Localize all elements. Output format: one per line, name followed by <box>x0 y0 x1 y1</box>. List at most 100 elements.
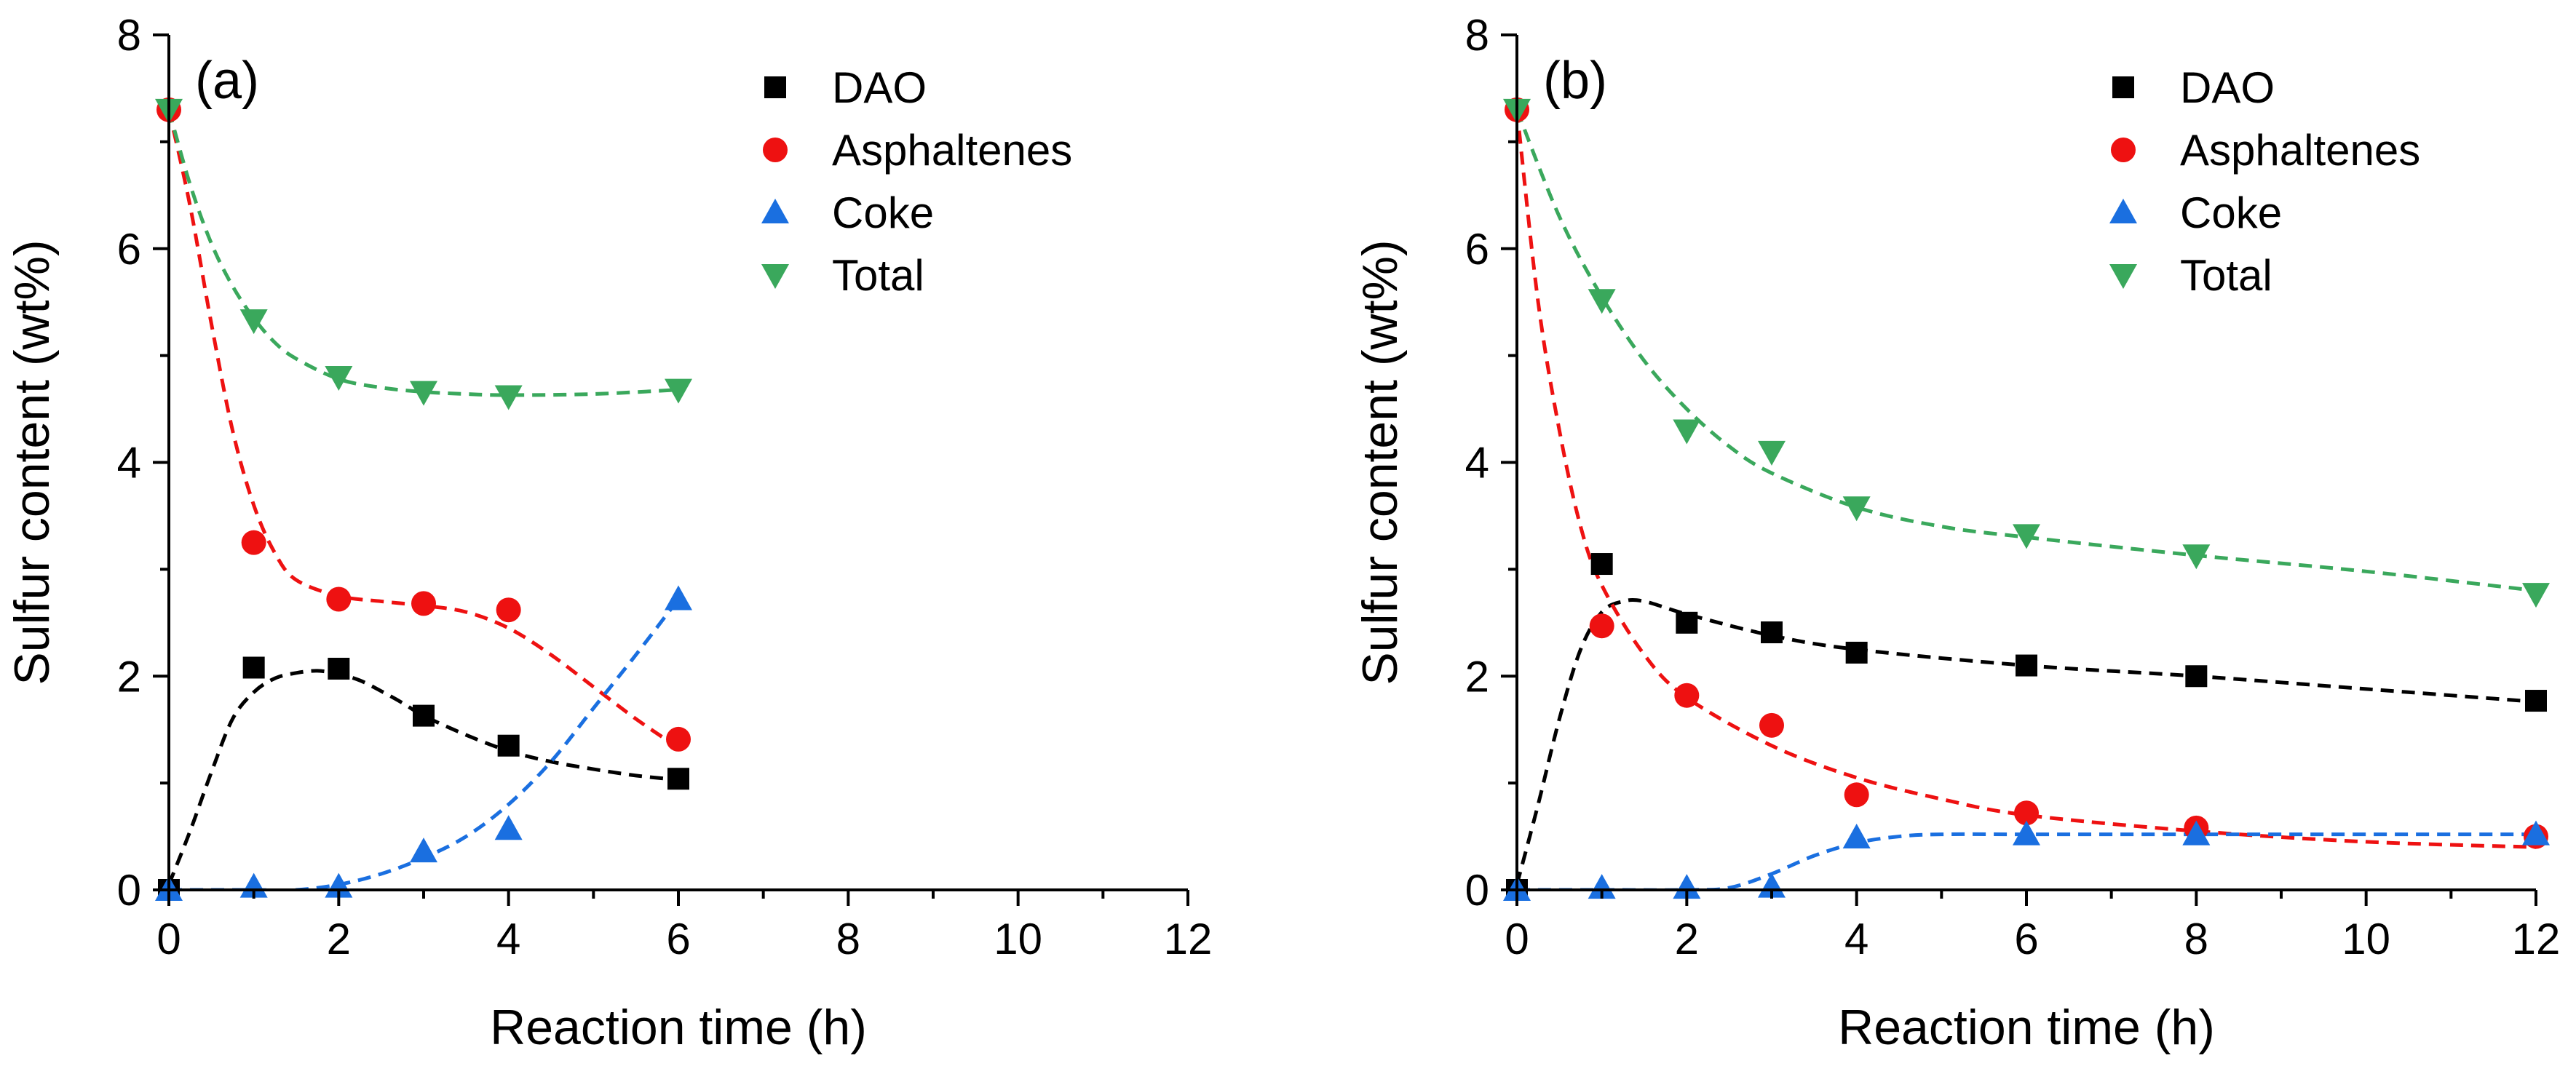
data-point-coke <box>410 838 437 863</box>
y-tick-label: 2 <box>117 652 141 701</box>
legend-item-coke: Coke <box>761 188 934 237</box>
data-point-dao <box>242 656 265 679</box>
y-tick-label: 6 <box>1465 225 1489 274</box>
x-tick-label: 2 <box>327 915 351 963</box>
legend-marker-coke <box>761 199 789 223</box>
legend-label: DAO <box>2180 63 2275 112</box>
data-point-asphaltenes <box>1674 683 1700 708</box>
fit-curve-coke <box>169 597 680 890</box>
legend-marker-asphaltenes <box>2111 138 2136 162</box>
data-point-dao <box>2185 665 2208 688</box>
data-point-dao <box>667 768 689 790</box>
legend-label: Asphaltenes <box>832 126 1072 175</box>
data-point-total <box>1673 419 1701 445</box>
x-tick-label: 6 <box>2014 915 2038 963</box>
x-tick-label: 8 <box>836 915 860 963</box>
legend-item-dao: DAO <box>764 63 927 112</box>
x-tick-label: 8 <box>2184 915 2208 963</box>
data-point-coke <box>239 872 268 898</box>
legend-marker-coke <box>2109 199 2137 223</box>
legend-label: DAO <box>832 63 927 112</box>
legend-label: Total <box>832 251 924 300</box>
legend-marker-dao <box>2112 76 2134 98</box>
data-point-asphaltenes <box>2014 800 2039 826</box>
data-point-coke <box>1842 824 1871 849</box>
data-point-coke <box>2182 820 2211 846</box>
fit-curve-dao <box>169 669 679 886</box>
data-point-total <box>1588 289 1616 314</box>
y-tick-label: 6 <box>117 225 141 274</box>
data-point-total <box>1842 496 1871 522</box>
legend-marker-total <box>2109 264 2137 289</box>
data-point-coke <box>2522 820 2550 846</box>
panel-label: (b) <box>1543 52 1607 110</box>
y-tick-label: 8 <box>1465 11 1489 60</box>
data-point-dao <box>1845 641 1868 664</box>
y-tick-label: 8 <box>117 11 141 60</box>
data-point-total <box>1758 440 1786 466</box>
data-point-coke <box>1673 874 1701 899</box>
data-point-coke <box>2013 820 2040 846</box>
legend-label: Asphaltenes <box>2180 126 2420 175</box>
fit-curve-dao <box>1517 597 2536 886</box>
legend: DAO Asphaltenes Coke Total <box>2109 63 2420 300</box>
x-tick-label: 4 <box>496 915 520 963</box>
y-axis-title: Sulfur content (wt%) <box>1352 239 1408 685</box>
legend-item-asphaltenes: Asphaltenes <box>2111 126 2420 175</box>
legend: DAO Asphaltenes Coke Total <box>761 63 1072 300</box>
data-point-dao <box>1590 553 1613 576</box>
data-point-total <box>665 378 692 404</box>
data-point-dao <box>497 734 520 757</box>
y-tick-label: 4 <box>117 439 141 488</box>
fit-curve-asphaltenes <box>169 109 680 749</box>
data-point-asphaltenes <box>1589 613 1614 639</box>
legend-item-asphaltenes: Asphaltenes <box>763 126 1072 175</box>
data-point-coke <box>1588 874 1616 899</box>
data-point-total <box>2522 583 2550 608</box>
data-point-total <box>410 381 437 406</box>
data-point-total <box>239 309 268 335</box>
x-tick-label: 0 <box>1505 915 1529 963</box>
data-point-asphaltenes <box>326 586 352 612</box>
legend-label: Coke <box>832 188 934 237</box>
x-tick-label: 2 <box>1675 915 1699 963</box>
y-axis-title: Sulfur content (wt%) <box>4 239 60 685</box>
legend-marker-asphaltenes <box>763 138 788 162</box>
data-point-asphaltenes <box>1759 712 1784 738</box>
x-axis-title: Reaction time (h) <box>490 1000 867 1055</box>
legend-item-dao: DAO <box>2112 63 2275 112</box>
legend-marker-dao <box>764 76 786 98</box>
data-point-total <box>2013 524 2040 549</box>
data-point-total <box>325 366 353 391</box>
data-point-total <box>2182 544 2211 570</box>
y-tick-label: 4 <box>1465 439 1489 488</box>
data-point-asphaltenes <box>496 597 521 623</box>
data-point-asphaltenes <box>666 726 691 752</box>
y-tick-label: 0 <box>117 866 141 915</box>
data-point-coke <box>494 815 523 840</box>
y-tick-label: 2 <box>1465 652 1489 701</box>
chart-panel-1: 0 2 4 6 8 10 12 0 2 4 6 8 Reaction time (h) Sulfur co… <box>1352 11 2560 1055</box>
legend-item-coke: Coke <box>2109 188 2282 237</box>
fit-curve-total <box>169 109 679 397</box>
fit-curve-coke <box>1517 832 2536 890</box>
data-point-asphaltenes <box>411 591 436 616</box>
legend-marker-total <box>761 264 789 289</box>
x-tick-label: 6 <box>666 915 690 963</box>
data-point-dao <box>413 704 435 727</box>
data-point-coke <box>325 872 353 898</box>
legend-label: Total <box>2180 251 2272 300</box>
fit-curve-asphaltenes <box>1517 109 2536 849</box>
data-point-dao <box>2016 654 2037 677</box>
data-point-coke <box>665 585 692 610</box>
data-point-dao <box>1761 621 1783 644</box>
x-tick-label: 12 <box>2512 915 2561 963</box>
legend-label: Coke <box>2180 188 2282 237</box>
data-point-asphaltenes <box>241 530 266 555</box>
data-point-asphaltenes <box>1844 782 1869 808</box>
x-tick-label: 0 <box>156 915 181 963</box>
x-axis-title: Reaction time (h) <box>1838 1000 2215 1055</box>
data-point-dao <box>2525 690 2547 712</box>
legend-item-total: Total <box>2109 251 2272 300</box>
